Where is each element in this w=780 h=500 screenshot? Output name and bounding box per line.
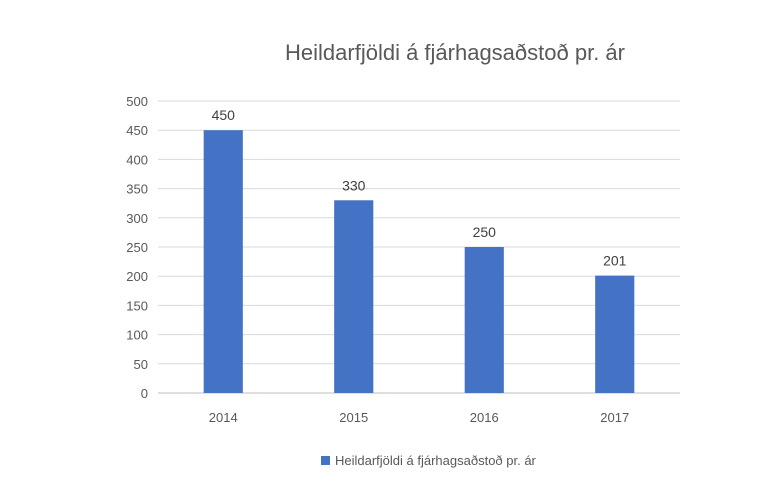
bar-2015: [334, 200, 374, 393]
x-tick-label: 2017: [600, 410, 629, 425]
bar-2016: [464, 247, 504, 393]
y-tick-label: 300: [126, 211, 148, 226]
gridlines: [158, 100, 680, 394]
legend-label: Heildarfjöldi á fjárhagsaðstoð pr. ár: [335, 453, 537, 468]
x-tick-label: 2015: [339, 410, 368, 425]
x-tick-label: 2016: [470, 410, 499, 425]
x-tick-label: 2014: [209, 410, 238, 425]
x-axis-ticks: 2014 2015 2016 2017: [209, 410, 629, 425]
data-label-2015: 330: [342, 177, 366, 193]
y-tick-label: 350: [126, 182, 148, 197]
y-axis-ticks: 0 50 100 150 200 250 300 350 400 450 500: [126, 94, 148, 401]
y-tick-label: 0: [141, 386, 148, 401]
y-tick-label: 200: [126, 269, 148, 284]
data-label-2014: 450: [212, 107, 236, 123]
bar-2014: [203, 130, 243, 393]
chart-title: Heildarfjöldi á fjárhagsaðstoð pr. ár: [285, 40, 625, 65]
y-tick-label: 400: [126, 152, 148, 167]
y-tick-label: 450: [126, 123, 148, 138]
legend-swatch: [321, 456, 330, 465]
bars: 450 330 250 201: [203, 107, 635, 393]
y-tick-label: 250: [126, 240, 148, 255]
data-label-2017: 201: [603, 253, 627, 269]
y-tick-label: 500: [126, 94, 148, 109]
y-tick-label: 100: [126, 328, 148, 343]
y-tick-label: 150: [126, 298, 148, 313]
legend: Heildarfjöldi á fjárhagsaðstoð pr. ár: [321, 453, 537, 468]
bar-2017: [595, 275, 635, 393]
data-label-2016: 250: [473, 224, 497, 240]
y-tick-label: 50: [134, 357, 148, 372]
